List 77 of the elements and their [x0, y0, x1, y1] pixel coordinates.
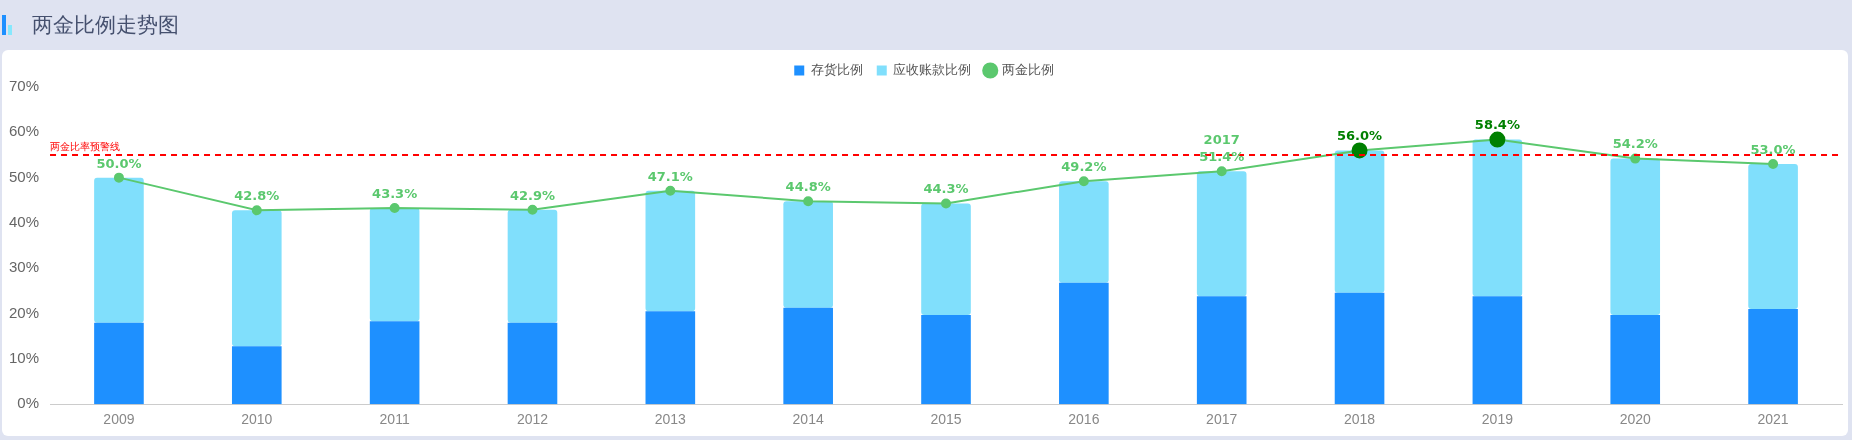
- data-label: 42.8%: [234, 188, 280, 204]
- y-tick-label: 30%: [8, 258, 40, 276]
- bar: [1472, 296, 1523, 405]
- bar: [783, 307, 833, 405]
- point: [389, 202, 400, 213]
- bar: [921, 314, 971, 405]
- y-tick-label: 50%: [8, 167, 40, 185]
- bar: [369, 321, 420, 405]
- x-tick-label: 2019: [1481, 411, 1514, 428]
- x-tick-label: 2009: [103, 411, 135, 428]
- bar: [1748, 164, 1798, 310]
- ref-line-label: 两金比率预警线: [50, 140, 121, 152]
- bar: [645, 311, 696, 405]
- x-tick-label: 2018: [1343, 411, 1376, 428]
- legend-label: 两金比例: [1001, 61, 1054, 77]
- bar: [1196, 171, 1247, 297]
- point: [1078, 176, 1089, 187]
- chart-title: 两金比例走势图: [32, 12, 179, 39]
- bar: [231, 210, 282, 347]
- bar: [94, 177, 144, 323]
- point: [1630, 153, 1641, 164]
- x-tick-label: 2021: [1757, 411, 1789, 428]
- bar: [1059, 181, 1109, 283]
- y-tick-label: 70%: [8, 77, 40, 95]
- data-label: 54.2%: [1612, 136, 1658, 152]
- bar: [921, 203, 971, 315]
- x-tick-label: 2011: [379, 411, 410, 428]
- annotation: 2017: [1203, 132, 1240, 148]
- point: [527, 204, 538, 215]
- data-label: 49.2%: [1061, 159, 1107, 175]
- x-tick-label: 2020: [1619, 411, 1652, 428]
- bar: [1334, 292, 1385, 405]
- bar: [231, 346, 282, 405]
- x-tick-label: 2010: [241, 411, 273, 428]
- bar: [1196, 296, 1247, 405]
- point: [941, 198, 952, 209]
- data-label: 58.4%: [1474, 117, 1520, 133]
- bar: [94, 322, 144, 405]
- bar: [1610, 314, 1661, 405]
- point: [1216, 166, 1227, 177]
- data-label: 43.3%: [372, 185, 418, 201]
- point: [665, 185, 676, 196]
- x-tick-label: 2012: [516, 411, 549, 428]
- x-tick-label: 2015: [930, 411, 962, 428]
- bar: [1334, 150, 1385, 293]
- data-label: 51.4%: [1199, 149, 1245, 165]
- y-tick-label: 60%: [8, 122, 40, 140]
- bar: [369, 207, 420, 322]
- data-label: 42.9%: [509, 187, 556, 203]
- data-label: 56.0%: [1336, 128, 1383, 144]
- point: [803, 196, 814, 207]
- bar: [645, 190, 696, 312]
- data-label: 44.3%: [923, 181, 969, 197]
- y-tick-label: 20%: [8, 303, 40, 321]
- bar: [1748, 309, 1798, 405]
- x-tick-label: 2017: [1206, 411, 1238, 428]
- bar: [507, 209, 558, 323]
- bar: [1610, 158, 1661, 315]
- bar: [1472, 139, 1523, 297]
- point: [251, 205, 262, 216]
- legend-label: 应收账款比例: [893, 61, 972, 77]
- legend-label: 存货比例: [810, 61, 863, 77]
- x-tick-label: 2016: [1068, 411, 1100, 428]
- bar: [507, 322, 558, 405]
- y-tick-label: 40%: [8, 213, 40, 231]
- point: [113, 172, 124, 183]
- y-tick-label: 10%: [8, 349, 40, 367]
- point: [1768, 159, 1779, 170]
- y-tick-label: 0%: [17, 394, 40, 412]
- data-label: 44.8%: [785, 179, 831, 195]
- bar: [783, 201, 833, 308]
- data-label: 47.1%: [647, 168, 693, 184]
- data-label: 53.0%: [1750, 141, 1796, 157]
- bar: [1059, 282, 1109, 405]
- data-label: 50.0%: [96, 155, 142, 171]
- x-tick-label: 2013: [654, 411, 687, 428]
- x-tick-label: 2014: [792, 411, 824, 428]
